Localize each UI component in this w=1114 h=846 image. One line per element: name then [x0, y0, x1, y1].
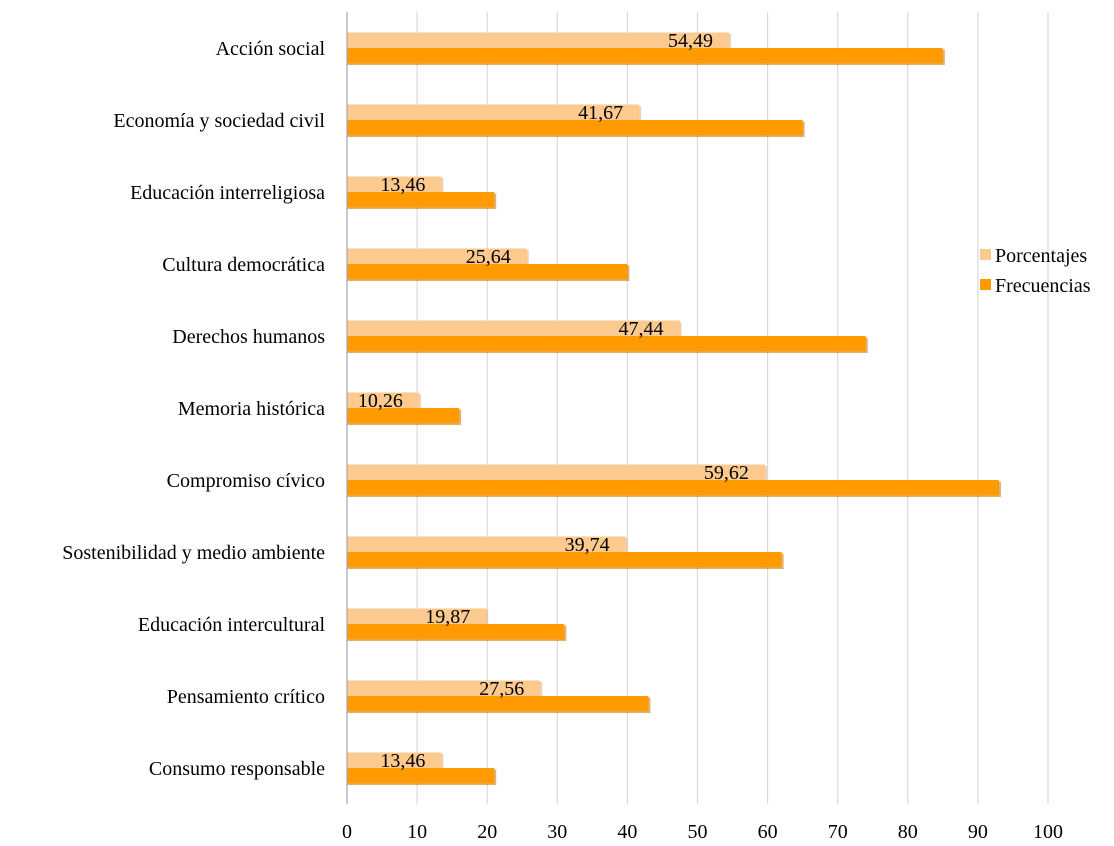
category-label: Educación interreligiosa — [130, 182, 325, 204]
data-label: 47,44 — [619, 318, 664, 340]
bar-porcentajes — [347, 536, 626, 552]
gridlines — [416, 12, 1049, 804]
data-label: 13,46 — [380, 174, 425, 196]
bar-frecuencias — [347, 336, 866, 352]
bar-frecuencias — [347, 264, 628, 280]
category-label: Sostenibilidad y medio ambiente — [62, 542, 325, 564]
data-label: 59,62 — [704, 462, 749, 484]
data-label: 41,67 — [578, 102, 623, 124]
bar-porcentajes — [347, 464, 765, 480]
data-label: 27,56 — [479, 678, 524, 700]
category-label: Economía y sociedad civil — [113, 110, 325, 132]
bar-frecuencias — [347, 480, 999, 496]
x-tick-label: 50 — [688, 821, 708, 843]
x-tick-label: 80 — [898, 821, 918, 843]
category-label: Pensamiento crítico — [167, 686, 325, 708]
bar-frecuencias — [347, 696, 649, 712]
category-label: Consumo responsable — [149, 758, 325, 780]
data-label: 39,74 — [565, 534, 610, 556]
bars: 54,49 41,67 13,46 25,64 47,44 10,26 59,62 39,74… — [347, 30, 1001, 785]
legend-swatch — [980, 249, 991, 260]
x-tick-label: 40 — [617, 821, 637, 843]
bar-frecuencias — [347, 552, 782, 568]
bar-porcentajes — [347, 752, 442, 768]
bar-porcentajes — [347, 608, 487, 624]
data-label: 25,64 — [466, 246, 511, 268]
x-tick-label: 100 — [1033, 821, 1063, 843]
bar-frecuencias — [347, 624, 565, 640]
category-label: Compromiso cívico — [167, 470, 325, 492]
x-tick-label: 30 — [547, 821, 567, 843]
bar-porcentajes — [347, 392, 419, 408]
data-label: 10,26 — [358, 390, 403, 412]
bar-frecuencias — [347, 192, 495, 208]
bar-porcentajes — [347, 176, 442, 192]
bar-frecuencias — [347, 48, 943, 64]
legend-swatch — [980, 279, 991, 290]
category-label: Derechos humanos — [172, 326, 325, 348]
category-label: Memoria histórica — [178, 398, 325, 420]
bar-porcentajes — [347, 32, 729, 48]
category-label: Cultura democrática — [162, 254, 325, 276]
bar-frecuencias — [347, 408, 460, 424]
x-tick-label: 60 — [758, 821, 778, 843]
data-label: 13,46 — [380, 750, 425, 772]
data-label: 19,87 — [425, 606, 470, 628]
category-label: Educación intercultural — [138, 614, 326, 636]
bar-porcentajes — [347, 320, 680, 336]
bar-frecuencias — [347, 768, 495, 784]
x-tick-label: 0 — [342, 821, 352, 843]
bar-porcentajes — [347, 680, 541, 696]
x-tick-label: 20 — [477, 821, 497, 843]
data-label: 54,49 — [668, 30, 713, 52]
category-label: Acción social — [216, 38, 326, 60]
bar-porcentajes — [347, 248, 527, 264]
x-tick-labels: 0 10 20 30 40 50 60 70 80 90 100 — [342, 821, 1063, 843]
x-tick-label: 10 — [407, 821, 427, 843]
category-labels: Acción social Economía y sociedad civil Ed… — [62, 38, 325, 780]
legend-label: Porcentajes — [995, 245, 1087, 267]
x-tick-label: 90 — [968, 821, 988, 843]
bar-frecuencias — [347, 120, 803, 136]
legend: Porcentajes Frecuencias — [980, 245, 1091, 297]
bar-porcentajes — [347, 104, 640, 120]
legend-label: Frecuencias — [995, 275, 1091, 297]
x-tick-label: 70 — [828, 821, 848, 843]
